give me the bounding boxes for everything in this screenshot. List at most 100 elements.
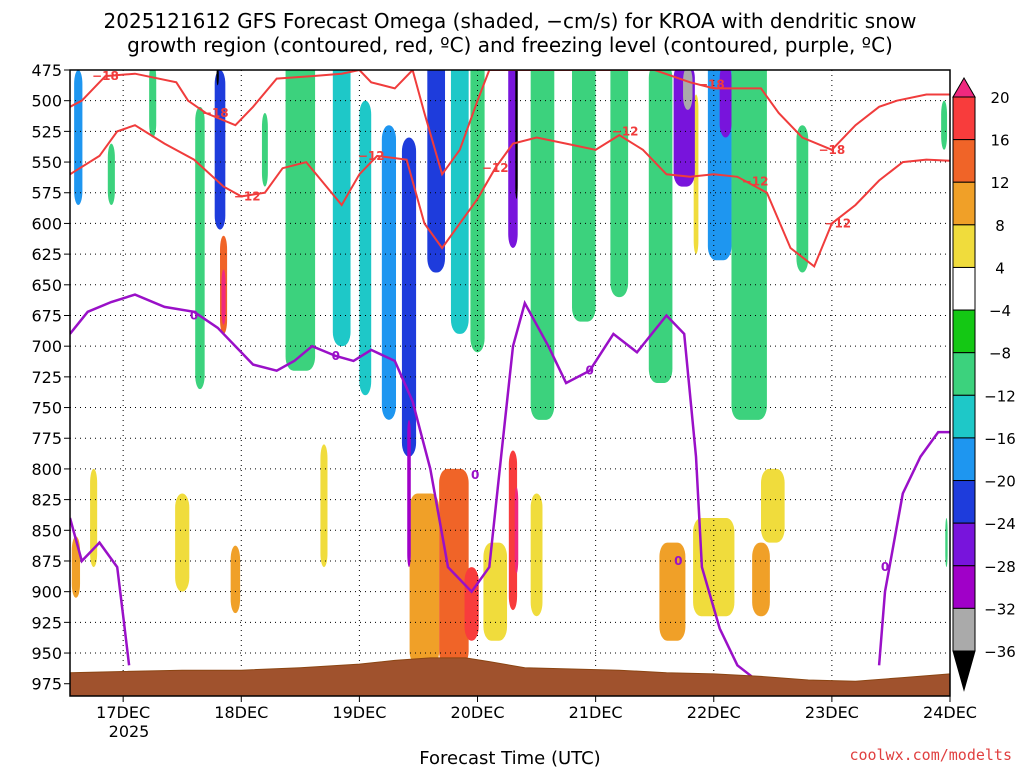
year-label: 2025 — [109, 722, 150, 741]
y-tick-label: 900 — [31, 583, 62, 602]
y-tick-label: 625 — [31, 245, 62, 264]
omega-cell — [107, 143, 115, 206]
x-axis: 17DEC 18DEC 19DEC 20DEC 21DEC 22DEC 23DEC 24DEC — [96, 696, 977, 722]
omega-cell — [381, 125, 397, 420]
colorbar-label: 16 — [990, 132, 1009, 150]
colorbar-swatch — [952, 309, 976, 354]
omega-cell — [230, 545, 241, 614]
colorbar-swatch — [952, 139, 976, 183]
omega-cell — [407, 419, 411, 568]
freezing-contour-label: 0 — [674, 554, 682, 568]
colorbar-label: −4 — [989, 302, 1011, 320]
x-tick-label: 23DEC — [805, 703, 859, 722]
omega-cell — [719, 70, 732, 138]
x-tick-label: 17DEC — [96, 703, 150, 722]
freezing-contour-line — [70, 517, 131, 666]
y-tick-label: 525 — [31, 122, 62, 141]
dgz-contour-label: −18 — [202, 106, 229, 120]
y-axis: 475 500 525 550 575 600 625 650 675 700 725 750 775 8… — [31, 61, 70, 694]
credit-link[interactable]: coolwx.com/modelts — [849, 746, 1012, 764]
dgz-contour-label: −12 — [824, 216, 851, 230]
y-tick-label: 850 — [31, 521, 62, 540]
omega-cell — [648, 70, 673, 383]
dgz-contour-label: −12 — [358, 149, 385, 163]
colorbar-label: 12 — [990, 174, 1009, 192]
omega-cell — [90, 468, 98, 568]
omega-cell — [285, 70, 316, 371]
freezing-contour-label: 0 — [332, 349, 340, 363]
omega-cell — [320, 444, 328, 568]
y-tick-label: 600 — [31, 214, 62, 233]
y-tick-label: 875 — [31, 552, 62, 571]
omega-cell — [752, 542, 770, 617]
colorbar-label: −32 — [984, 600, 1016, 618]
dgz-contour-label: −12 — [234, 189, 261, 203]
dgz-contour-label: −12 — [482, 161, 509, 175]
freezing-contour-label: 0 — [190, 308, 198, 322]
x-tick-label: 19DEC — [332, 703, 386, 722]
colorbar-swatch — [952, 352, 976, 396]
colorbar-swatch — [952, 266, 976, 311]
y-tick-label: 800 — [31, 460, 62, 479]
colorbar-swatch — [952, 96, 976, 141]
colorbar-swatch — [952, 522, 976, 567]
omega-cell — [74, 70, 83, 206]
omega-cell — [796, 125, 809, 273]
chart-title: 2025121612 GFS Forecast Omega (shaded, −… — [104, 9, 917, 57]
colorbar-top-arrow — [952, 77, 976, 98]
omega-cell — [221, 269, 226, 325]
omega-cell — [450, 70, 469, 334]
dgz-contour-label: −12 — [612, 124, 639, 138]
colorbar-swatch — [952, 565, 976, 609]
omega-cell — [214, 70, 226, 230]
title-line-1: 2025121612 GFS Forecast Omega (shaded, −… — [104, 9, 917, 33]
colorbar-swatch — [952, 394, 976, 439]
x-axis-title: Forecast Time (UTC) — [419, 748, 600, 768]
y-tick-label: 775 — [31, 429, 62, 448]
omega-cell — [261, 112, 268, 187]
omega-cell — [941, 100, 948, 150]
omega-cell — [530, 493, 543, 617]
omega-cell — [195, 106, 205, 390]
dgz-contour-line — [70, 124, 950, 268]
colorbar-label: −28 — [984, 558, 1016, 576]
omega-cell — [530, 70, 555, 420]
y-tick-label: 675 — [31, 306, 62, 325]
colorbar-label: −16 — [984, 430, 1016, 448]
omega-cell — [659, 542, 686, 641]
colorbar: 20 16 12 8 4 −4 −8 −12 −16 −20 −24 −28 −32 −36 — [952, 77, 1016, 692]
terrain — [70, 657, 950, 696]
omega-cell — [610, 70, 629, 298]
colorbar-label: −36 — [984, 643, 1016, 661]
omega-cell — [409, 493, 440, 666]
x-tick-label: 24DEC — [923, 703, 977, 722]
y-tick-label: 925 — [31, 613, 62, 632]
omega-cell — [761, 468, 785, 543]
terrain-fill — [70, 657, 950, 696]
omega-cell — [693, 518, 735, 617]
omega-cell — [514, 487, 519, 574]
colorbar-swatch — [952, 607, 976, 652]
omega-cell — [508, 70, 518, 248]
freezing-contour-line — [877, 430, 950, 666]
y-tick-label: 950 — [31, 644, 62, 663]
y-tick-label: 975 — [31, 675, 62, 694]
omega-cell — [149, 70, 157, 138]
dgz-contour-label: −18 — [818, 143, 845, 157]
title-line-2: growth region (contoured, red, ºC) and f… — [127, 33, 893, 57]
freezing-contour-label: 0 — [586, 364, 594, 378]
colorbar-label: −12 — [984, 387, 1016, 405]
dgz-contour-line — [70, 70, 950, 177]
omega-cell — [175, 493, 190, 592]
omega-cell — [731, 70, 767, 420]
dgz-contour-label: −12 — [742, 175, 769, 189]
x-tick-label: 22DEC — [687, 703, 741, 722]
omega-shading — [71, 70, 948, 666]
freezing-contour-label: 0 — [471, 468, 479, 482]
omega-cell — [470, 70, 485, 353]
omega-cell — [359, 100, 372, 396]
y-tick-label: 725 — [31, 368, 62, 387]
colorbar-label: −24 — [984, 515, 1016, 533]
freezing-contour-line — [70, 293, 762, 685]
grid-lines — [70, 70, 950, 696]
